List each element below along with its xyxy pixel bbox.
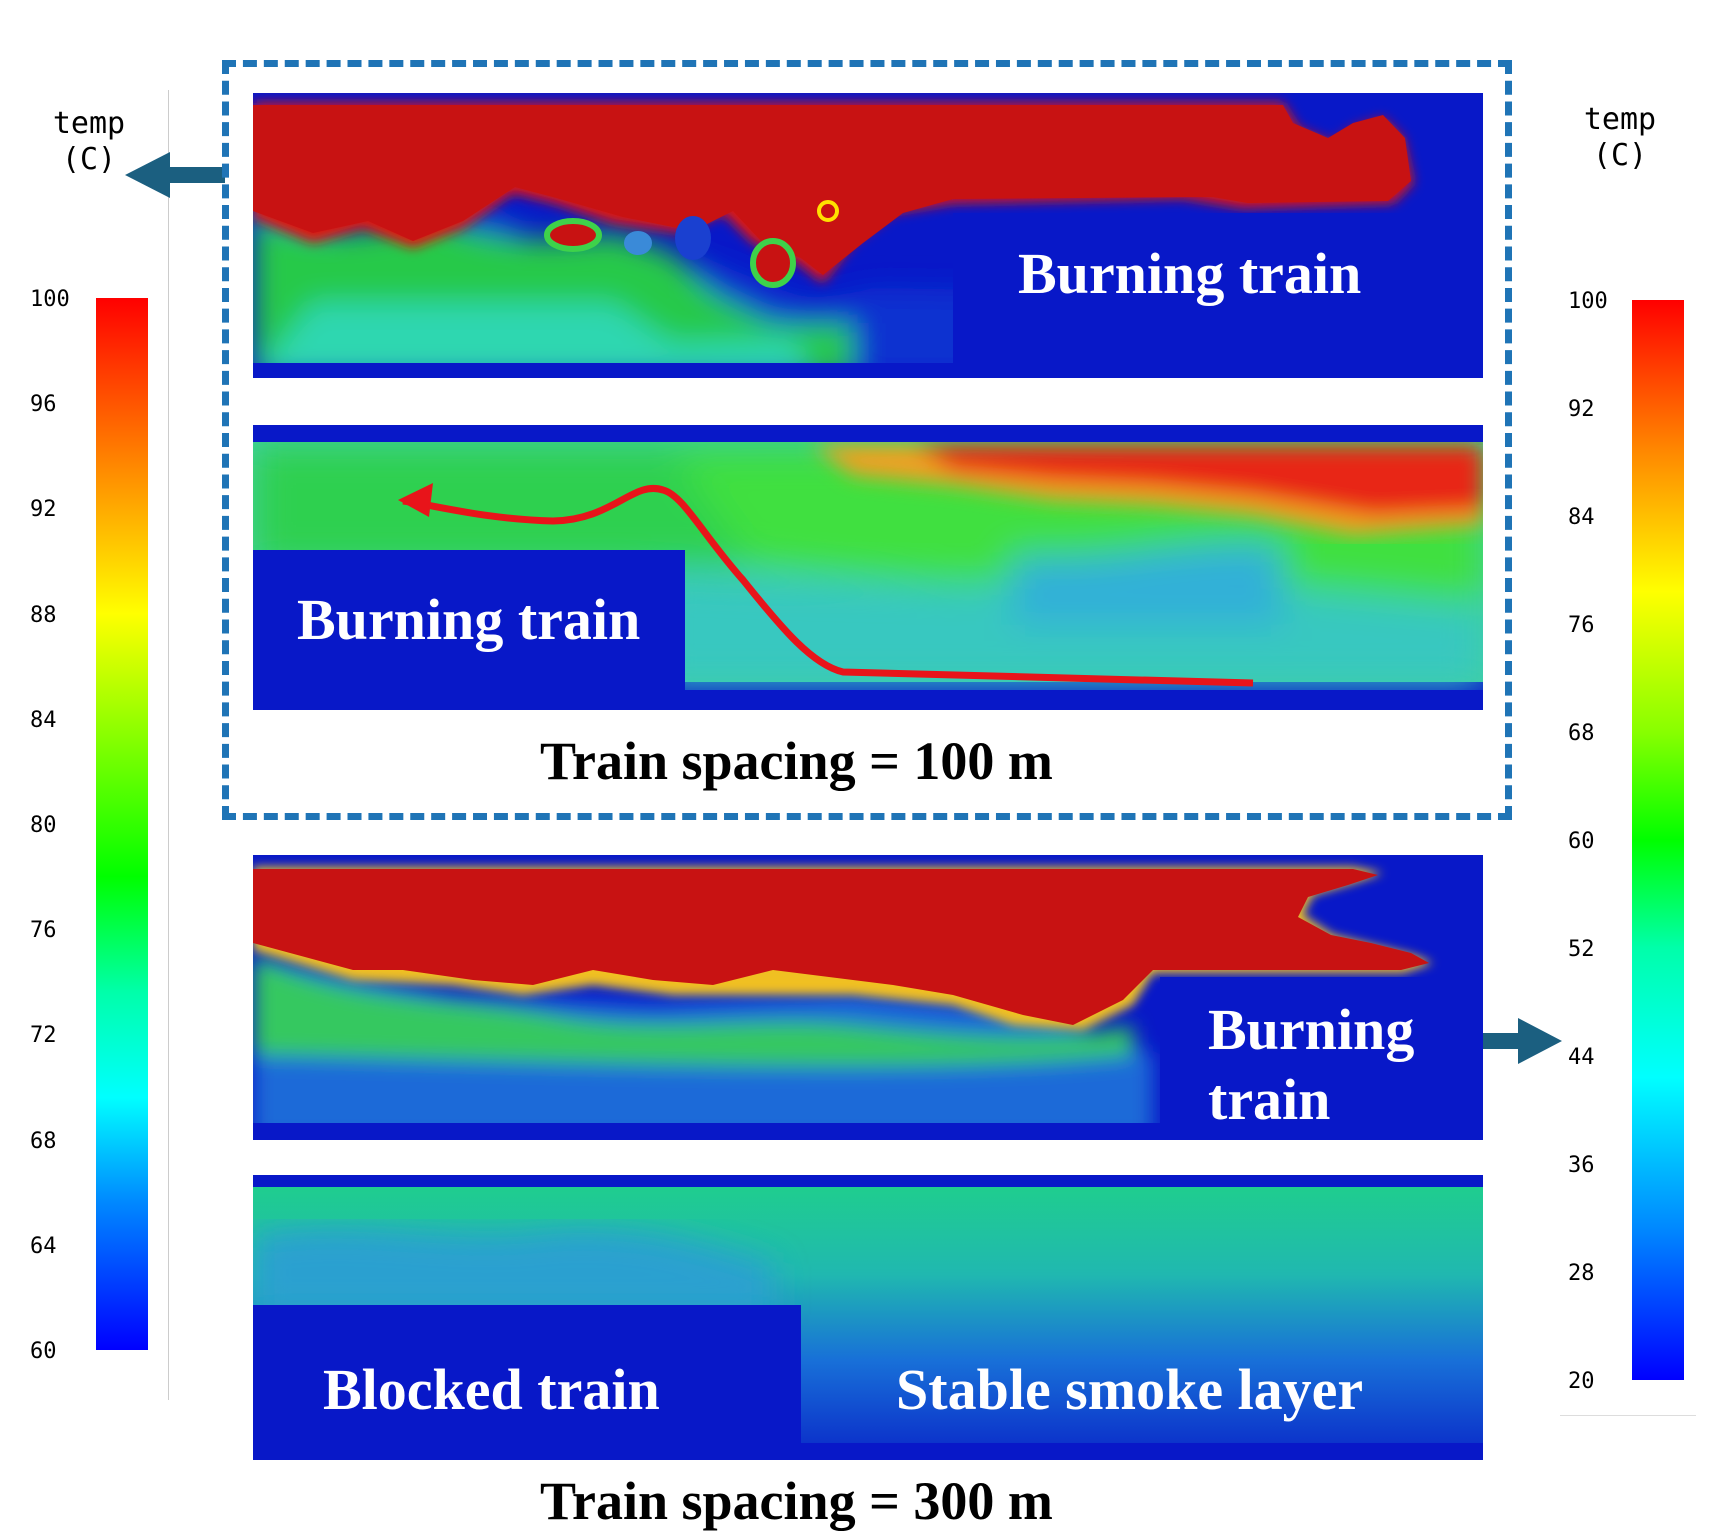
panel4-label-left: Blocked train — [323, 1357, 660, 1422]
colorbar-right-tick-60: 60 — [1568, 829, 1595, 854]
colorbar-left-title: temp (C) — [30, 106, 148, 178]
colorbar-right-title-line1: temp — [1583, 102, 1657, 137]
colorbar-left-gradient — [96, 298, 148, 1350]
colorbar-left: temp (C) 100 96 92 88 84 80 76 72 68 64 60 — [30, 90, 169, 1400]
right-pointer-arrow-icon — [1482, 1018, 1562, 1064]
colorbar-left-tick-80: 80 — [30, 813, 57, 838]
colorbar-right-tick-92: 92 — [1568, 397, 1595, 422]
left-pointer-arrow-icon — [125, 152, 225, 198]
colorbar-right-title-line2: (C) — [1592, 138, 1648, 173]
colorbar-left-tick-88: 88 — [30, 602, 57, 628]
colorbar-left-tick-92: 92 — [30, 497, 57, 523]
colorbar-left-tick-60: 60 — [30, 1339, 57, 1364]
panel-100m-upstream: Burning train — [253, 93, 1483, 378]
colorbar-left-title-line1: temp — [52, 106, 126, 141]
colorbar-left-tick-84: 84 — [30, 707, 57, 733]
panel-100m-downstream: Burning train — [253, 425, 1483, 710]
colorbar-right: temp (C) 100 92 84 76 68 60 52 44 36 28 20 — [1560, 90, 1696, 1416]
panel2-label: Burning train — [297, 587, 641, 652]
colorbar-left-tick-100: 100 — [30, 287, 70, 312]
caption-100m: Train spacing = 100 m — [540, 731, 1053, 791]
colorbar-right-tick-44: 44 — [1568, 1045, 1595, 1070]
colorbar-left-tick-96: 96 — [30, 392, 57, 418]
colorbar-left-tick-72: 72 — [30, 1023, 57, 1049]
caption-300m: Train spacing = 300 m — [540, 1471, 1053, 1531]
panel3-label-line1: Burning — [1208, 997, 1415, 1062]
highlight-dashed-box — [222, 60, 1512, 820]
panel1-label: Burning train — [1018, 241, 1362, 306]
colorbar-left-tick-64: 64 — [30, 1233, 57, 1259]
panel-300m-downstream: Blocked train Stable smoke layer — [253, 1175, 1483, 1460]
panel-300m-upstream: Burning train — [253, 855, 1483, 1140]
colorbar-left-tick-76: 76 — [30, 918, 57, 944]
flow-path-arrow — [402, 484, 1254, 687]
panel4-label-right: Stable smoke layer — [896, 1357, 1364, 1422]
panel3-label: Burning train — [1208, 995, 1414, 1134]
colorbar-right-tick-28: 28 — [1568, 1261, 1595, 1286]
panel3-label-line2: train — [1208, 1066, 1331, 1132]
colorbar-right-tick-36: 36 — [1568, 1153, 1595, 1178]
colorbar-left-tick-68: 68 — [30, 1128, 57, 1154]
colorbar-right-tick-20: 20 — [1568, 1369, 1595, 1394]
colorbar-right-tick-76: 76 — [1568, 613, 1595, 638]
colorbar-right-title: temp (C) — [1560, 102, 1680, 174]
colorbar-right-tick-68: 68 — [1568, 721, 1595, 746]
colorbar-right-tick-84: 84 — [1568, 505, 1595, 530]
colorbar-left-title-line2: (C) — [61, 142, 117, 177]
colorbar-right-tick-52: 52 — [1568, 937, 1595, 962]
colorbar-right-gradient — [1632, 300, 1684, 1380]
colorbar-right-tick-100: 100 — [1568, 289, 1608, 314]
